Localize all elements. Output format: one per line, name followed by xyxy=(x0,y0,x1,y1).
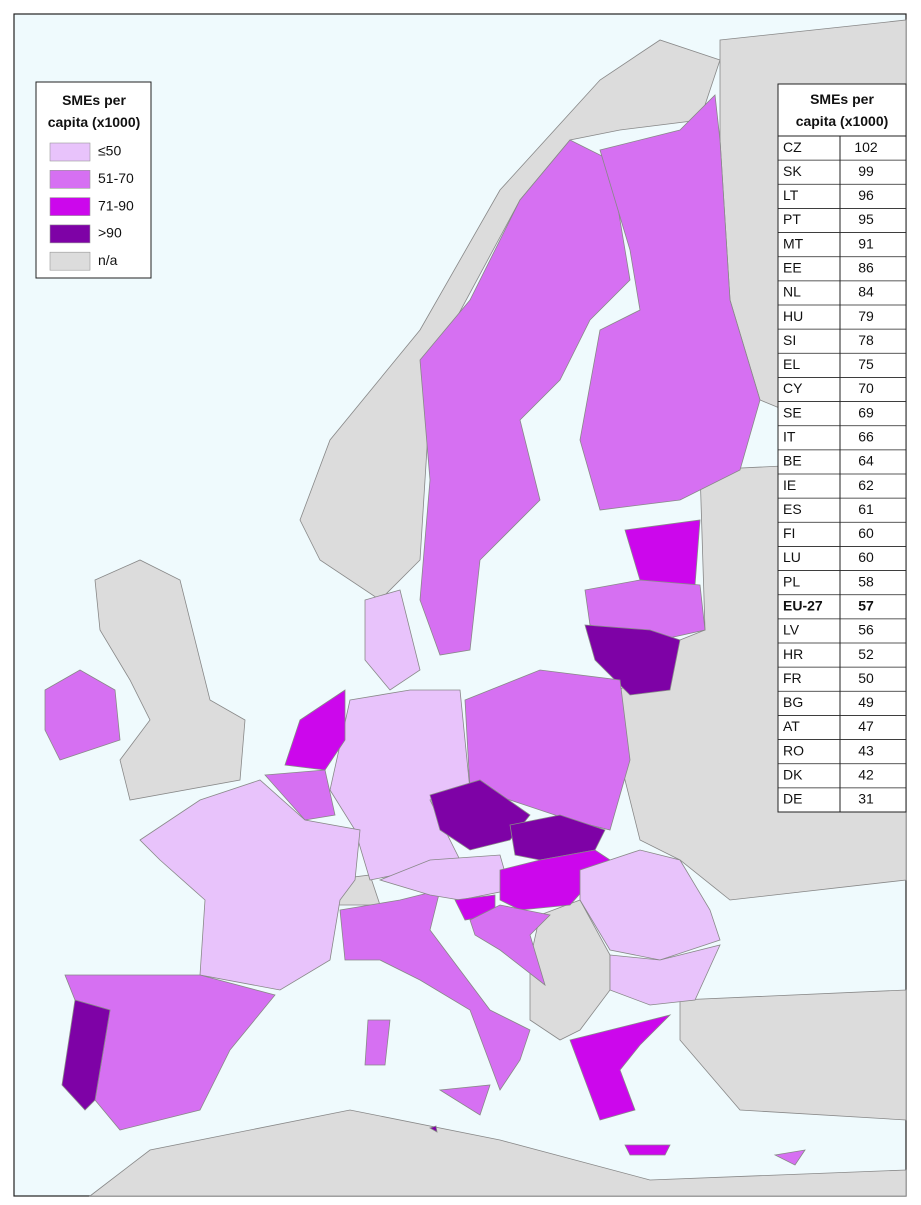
legend-swatch xyxy=(49,197,91,216)
row-value: 66 xyxy=(858,428,874,444)
legend-label: ≤50 xyxy=(98,143,121,159)
row-value: 86 xyxy=(858,259,874,275)
row-value: 102 xyxy=(854,139,878,155)
row-code: DK xyxy=(783,766,803,782)
row-code: IT xyxy=(783,428,796,444)
legend-swatch xyxy=(49,224,91,244)
row-code: DE xyxy=(783,791,802,807)
row-value: 60 xyxy=(858,549,874,565)
country xyxy=(579,94,761,511)
country xyxy=(61,999,111,1111)
country xyxy=(429,1125,438,1133)
country xyxy=(364,1019,391,1066)
row-code: BG xyxy=(783,694,803,710)
row-value: 84 xyxy=(858,284,874,300)
row-code: MT xyxy=(783,235,804,251)
row-code: ES xyxy=(783,501,802,517)
row-code: EE xyxy=(783,259,802,275)
country xyxy=(264,769,336,821)
country xyxy=(44,669,121,761)
country xyxy=(364,589,421,691)
row-value: 50 xyxy=(858,670,874,686)
country xyxy=(679,989,907,1121)
title: SMEs per capita (x1000) xyxy=(48,92,141,130)
row-code: NL xyxy=(783,284,801,300)
country xyxy=(584,624,681,696)
legend-swatch xyxy=(49,170,91,189)
row-value: 56 xyxy=(858,622,874,638)
row-value: 47 xyxy=(858,718,874,734)
row-code: CY xyxy=(783,380,803,396)
country xyxy=(94,559,246,801)
row-value: 79 xyxy=(858,308,874,324)
country xyxy=(773,1149,806,1166)
row-value: 58 xyxy=(858,573,874,589)
row-code: RO xyxy=(783,742,804,758)
legend-swatch xyxy=(49,251,91,271)
country xyxy=(624,1144,671,1156)
row-value: 70 xyxy=(858,380,874,396)
row-value: 62 xyxy=(858,477,874,493)
row-value: 61 xyxy=(858,501,874,517)
row-code: CZ xyxy=(783,139,802,155)
row-code: EU-27 xyxy=(783,597,823,613)
row-value: 57 xyxy=(858,597,874,613)
row-code: HU xyxy=(783,308,803,324)
legend-label: >90 xyxy=(98,225,122,241)
row-code: LU xyxy=(783,549,801,565)
row-code: PL xyxy=(783,573,800,589)
row-code: AT xyxy=(783,718,800,734)
row-value: 69 xyxy=(858,404,874,420)
country xyxy=(579,849,721,961)
row-value: 43 xyxy=(858,742,874,758)
legend-label: 51-70 xyxy=(98,170,134,186)
row-code: IE xyxy=(783,477,796,493)
row-code: BE xyxy=(783,453,802,469)
row-code: PT xyxy=(783,211,801,227)
countries xyxy=(44,19,907,1197)
legend-label: 71-90 xyxy=(98,197,134,213)
row-value: 96 xyxy=(858,187,874,203)
row-code: FI xyxy=(783,525,795,541)
country xyxy=(284,689,346,771)
row-value: 91 xyxy=(858,235,874,251)
row-value: 49 xyxy=(858,694,874,710)
country xyxy=(429,779,531,851)
row-code: EL xyxy=(783,356,800,372)
row-value: 42 xyxy=(858,766,874,782)
row-value: 95 xyxy=(858,211,874,227)
row-value: 78 xyxy=(858,332,874,348)
row-value: 31 xyxy=(858,791,874,807)
country xyxy=(569,1014,672,1121)
country xyxy=(88,1109,907,1197)
country xyxy=(419,139,631,656)
legend-label: n/a xyxy=(98,252,118,268)
table-box xyxy=(777,83,907,813)
title: SMEs per capita (x1000) xyxy=(796,91,889,129)
row-code: LV xyxy=(783,622,800,638)
row-value: 75 xyxy=(858,356,874,372)
country xyxy=(139,779,361,991)
legend-swatch xyxy=(49,142,91,162)
row-code: HR xyxy=(783,646,803,662)
country xyxy=(299,39,721,601)
row-code: SE xyxy=(783,404,802,420)
row-value: 99 xyxy=(858,163,874,179)
country xyxy=(529,899,611,1041)
row-code: FR xyxy=(783,670,802,686)
country xyxy=(438,1084,491,1116)
country xyxy=(609,944,721,1006)
row-value: 64 xyxy=(858,453,874,469)
row-value: 52 xyxy=(858,646,874,662)
country xyxy=(469,904,551,987)
row-code: SI xyxy=(783,332,796,348)
row-value: 60 xyxy=(858,525,874,541)
row-code: SK xyxy=(783,163,802,179)
row-code: LT xyxy=(783,187,799,203)
